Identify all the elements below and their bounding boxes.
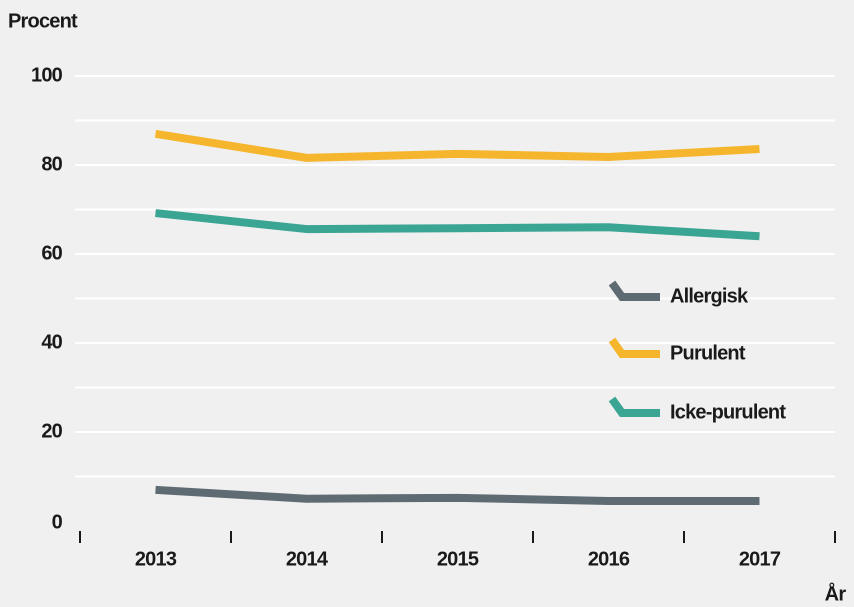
x-tick-label: 2014 [286, 548, 329, 570]
y-axis-label: Procent [8, 10, 78, 32]
legend-label: Allergisk [670, 285, 749, 307]
y-tick-label: 100 [31, 64, 63, 86]
y-tick-label: 60 [41, 242, 62, 264]
x-axis-label: År [825, 581, 847, 605]
y-tick-label: 80 [41, 153, 62, 175]
legend-swatch [608, 337, 660, 358]
legend-swatch [608, 280, 660, 301]
series-line [154, 129, 760, 162]
y-tick-label: 20 [41, 420, 62, 442]
x-tick-label: 2017 [739, 548, 781, 570]
legend-label: Purulent [670, 342, 746, 364]
legend-swatch [608, 396, 660, 417]
series-line [155, 485, 760, 505]
x-tick-label: 2015 [437, 548, 479, 570]
series-line [155, 209, 760, 241]
x-tick-label: 2016 [588, 548, 630, 570]
legend-label: Icke-purulent [670, 401, 786, 423]
y-tick-label: 40 [41, 331, 62, 353]
y-tick-label: 0 [52, 511, 63, 533]
x-tick-label: 2013 [135, 548, 177, 570]
